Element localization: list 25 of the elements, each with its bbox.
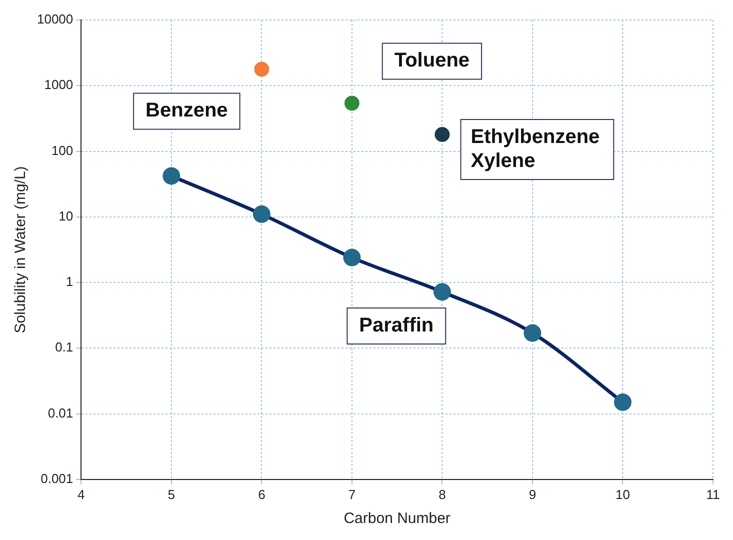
y-tick-label: 0.1 (55, 340, 74, 355)
text: Toluene (394, 50, 470, 72)
x-tick-label: 9 (528, 486, 536, 502)
x-tick-label: 5 (168, 486, 176, 502)
x-tick-label: 7 (348, 486, 356, 502)
x-axis-title: Carbon Number (344, 510, 450, 528)
y-tick-label: 0.01 (48, 405, 74, 420)
y-tick-label: 1000 (44, 77, 74, 92)
point (344, 96, 360, 111)
x-tick-label: 4 (78, 486, 85, 502)
x-tick-label: 8 (438, 486, 446, 502)
y-tick-label: 10 (58, 208, 74, 224)
series-label: Paraffin (359, 314, 434, 336)
y-tick-label: 10000 (36, 12, 74, 27)
x-tick-label: 11 (706, 486, 720, 502)
point (434, 127, 450, 142)
point (254, 62, 270, 77)
series-label: Ethylbenzene Xylene (470, 126, 600, 172)
series-label: Benzene (146, 100, 228, 122)
y-tick-label: 1 (66, 274, 74, 290)
x-tick-label: 10 (616, 486, 630, 502)
y-tick-label: 100 (51, 142, 74, 158)
y-axis-title: Solubility in Water (mg/L) (12, 166, 30, 334)
y-tick-label: 0.001 (40, 470, 74, 486)
x-tick-label: 6 (258, 486, 266, 502)
